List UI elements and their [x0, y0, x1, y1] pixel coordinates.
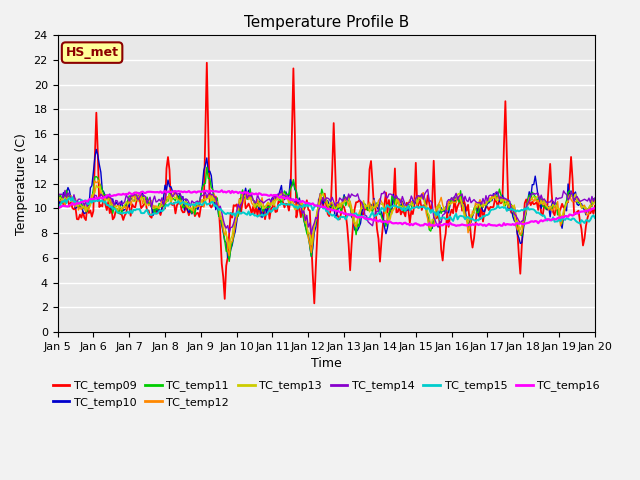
- TC_temp13: [54, 198, 61, 204]
- TC_temp11: [225, 259, 233, 264]
- Text: HS_met: HS_met: [65, 46, 118, 59]
- TC_temp12: [529, 196, 536, 202]
- TC_temp09: [310, 300, 318, 306]
- TC_temp10: [529, 182, 536, 188]
- TC_temp11: [363, 205, 371, 211]
- TC_temp14: [154, 198, 161, 204]
- TC_temp11: [529, 189, 536, 195]
- TC_temp14: [424, 187, 431, 192]
- TC_temp15: [591, 215, 599, 221]
- TC_temp15: [576, 220, 584, 226]
- TC_temp16: [68, 200, 76, 206]
- TC_temp14: [54, 198, 61, 204]
- TC_temp13: [155, 205, 163, 211]
- TC_temp12: [381, 210, 388, 216]
- Legend: TC_temp09, TC_temp10, TC_temp11, TC_temp12, TC_temp13, TC_temp14, TC_temp15, TC_: TC_temp09, TC_temp10, TC_temp11, TC_temp…: [48, 376, 604, 412]
- TC_temp11: [68, 199, 76, 205]
- TC_temp13: [381, 206, 388, 212]
- TC_temp13: [225, 246, 233, 252]
- TC_temp09: [529, 199, 536, 204]
- TC_temp16: [391, 220, 399, 226]
- TC_temp16: [482, 223, 490, 229]
- TC_temp14: [591, 195, 599, 201]
- TC_temp15: [361, 215, 369, 220]
- TC_temp11: [591, 199, 599, 205]
- TC_temp10: [591, 198, 599, 204]
- Y-axis label: Temperature (C): Temperature (C): [15, 132, 28, 235]
- TC_temp15: [379, 206, 387, 212]
- TC_temp12: [54, 199, 61, 205]
- TC_temp09: [363, 206, 371, 212]
- TC_temp14: [379, 191, 387, 197]
- TC_temp14: [391, 195, 399, 201]
- TC_temp09: [591, 203, 599, 209]
- TC_temp16: [218, 187, 225, 193]
- TC_temp13: [93, 182, 100, 188]
- TC_temp14: [529, 191, 536, 197]
- TC_temp16: [54, 204, 61, 210]
- Line: TC_temp15: TC_temp15: [58, 197, 595, 223]
- TC_temp10: [93, 146, 100, 152]
- X-axis label: Time: Time: [311, 357, 342, 370]
- TC_temp13: [529, 195, 536, 201]
- TC_temp15: [391, 203, 399, 208]
- TC_temp09: [54, 203, 61, 209]
- TC_temp11: [54, 202, 61, 207]
- TC_temp16: [361, 216, 369, 222]
- Line: TC_temp14: TC_temp14: [58, 190, 595, 234]
- TC_temp10: [225, 256, 233, 262]
- TC_temp13: [591, 198, 599, 204]
- Line: TC_temp09: TC_temp09: [58, 63, 595, 303]
- TC_temp10: [363, 203, 371, 209]
- TC_temp16: [529, 218, 536, 224]
- TC_temp11: [154, 207, 161, 213]
- TC_temp15: [527, 206, 534, 212]
- TC_temp11: [203, 165, 211, 170]
- TC_temp09: [68, 205, 76, 211]
- TC_temp10: [155, 207, 163, 213]
- TC_temp10: [381, 224, 388, 230]
- TC_temp09: [203, 60, 211, 66]
- TC_temp16: [154, 189, 161, 195]
- TC_temp12: [392, 198, 400, 204]
- TC_temp09: [392, 210, 400, 216]
- TC_temp12: [591, 197, 599, 203]
- TC_temp10: [68, 197, 76, 203]
- TC_temp15: [54, 204, 61, 210]
- TC_temp10: [392, 196, 400, 202]
- Line: TC_temp16: TC_temp16: [58, 190, 595, 226]
- Line: TC_temp11: TC_temp11: [58, 168, 595, 262]
- TC_temp15: [68, 194, 76, 200]
- TC_temp12: [95, 177, 103, 183]
- TC_temp13: [68, 199, 76, 204]
- TC_temp16: [379, 218, 387, 224]
- TC_temp13: [363, 203, 371, 208]
- TC_temp14: [68, 197, 76, 203]
- TC_temp11: [381, 217, 388, 223]
- TC_temp12: [68, 197, 76, 203]
- TC_temp11: [392, 195, 400, 201]
- TC_temp09: [154, 205, 161, 211]
- TC_temp10: [54, 198, 61, 204]
- Line: TC_temp10: TC_temp10: [58, 149, 595, 259]
- TC_temp12: [363, 203, 371, 209]
- TC_temp12: [155, 205, 163, 211]
- TC_temp14: [361, 213, 369, 218]
- TC_temp09: [381, 202, 388, 207]
- TC_temp15: [155, 208, 163, 214]
- TC_temp15: [70, 199, 78, 204]
- TC_temp16: [591, 205, 599, 211]
- TC_temp12: [225, 253, 233, 259]
- TC_temp13: [392, 196, 400, 202]
- Line: TC_temp12: TC_temp12: [58, 180, 595, 256]
- TC_temp14: [307, 231, 315, 237]
- Title: Temperature Profile B: Temperature Profile B: [244, 15, 409, 30]
- Line: TC_temp13: TC_temp13: [58, 185, 595, 249]
